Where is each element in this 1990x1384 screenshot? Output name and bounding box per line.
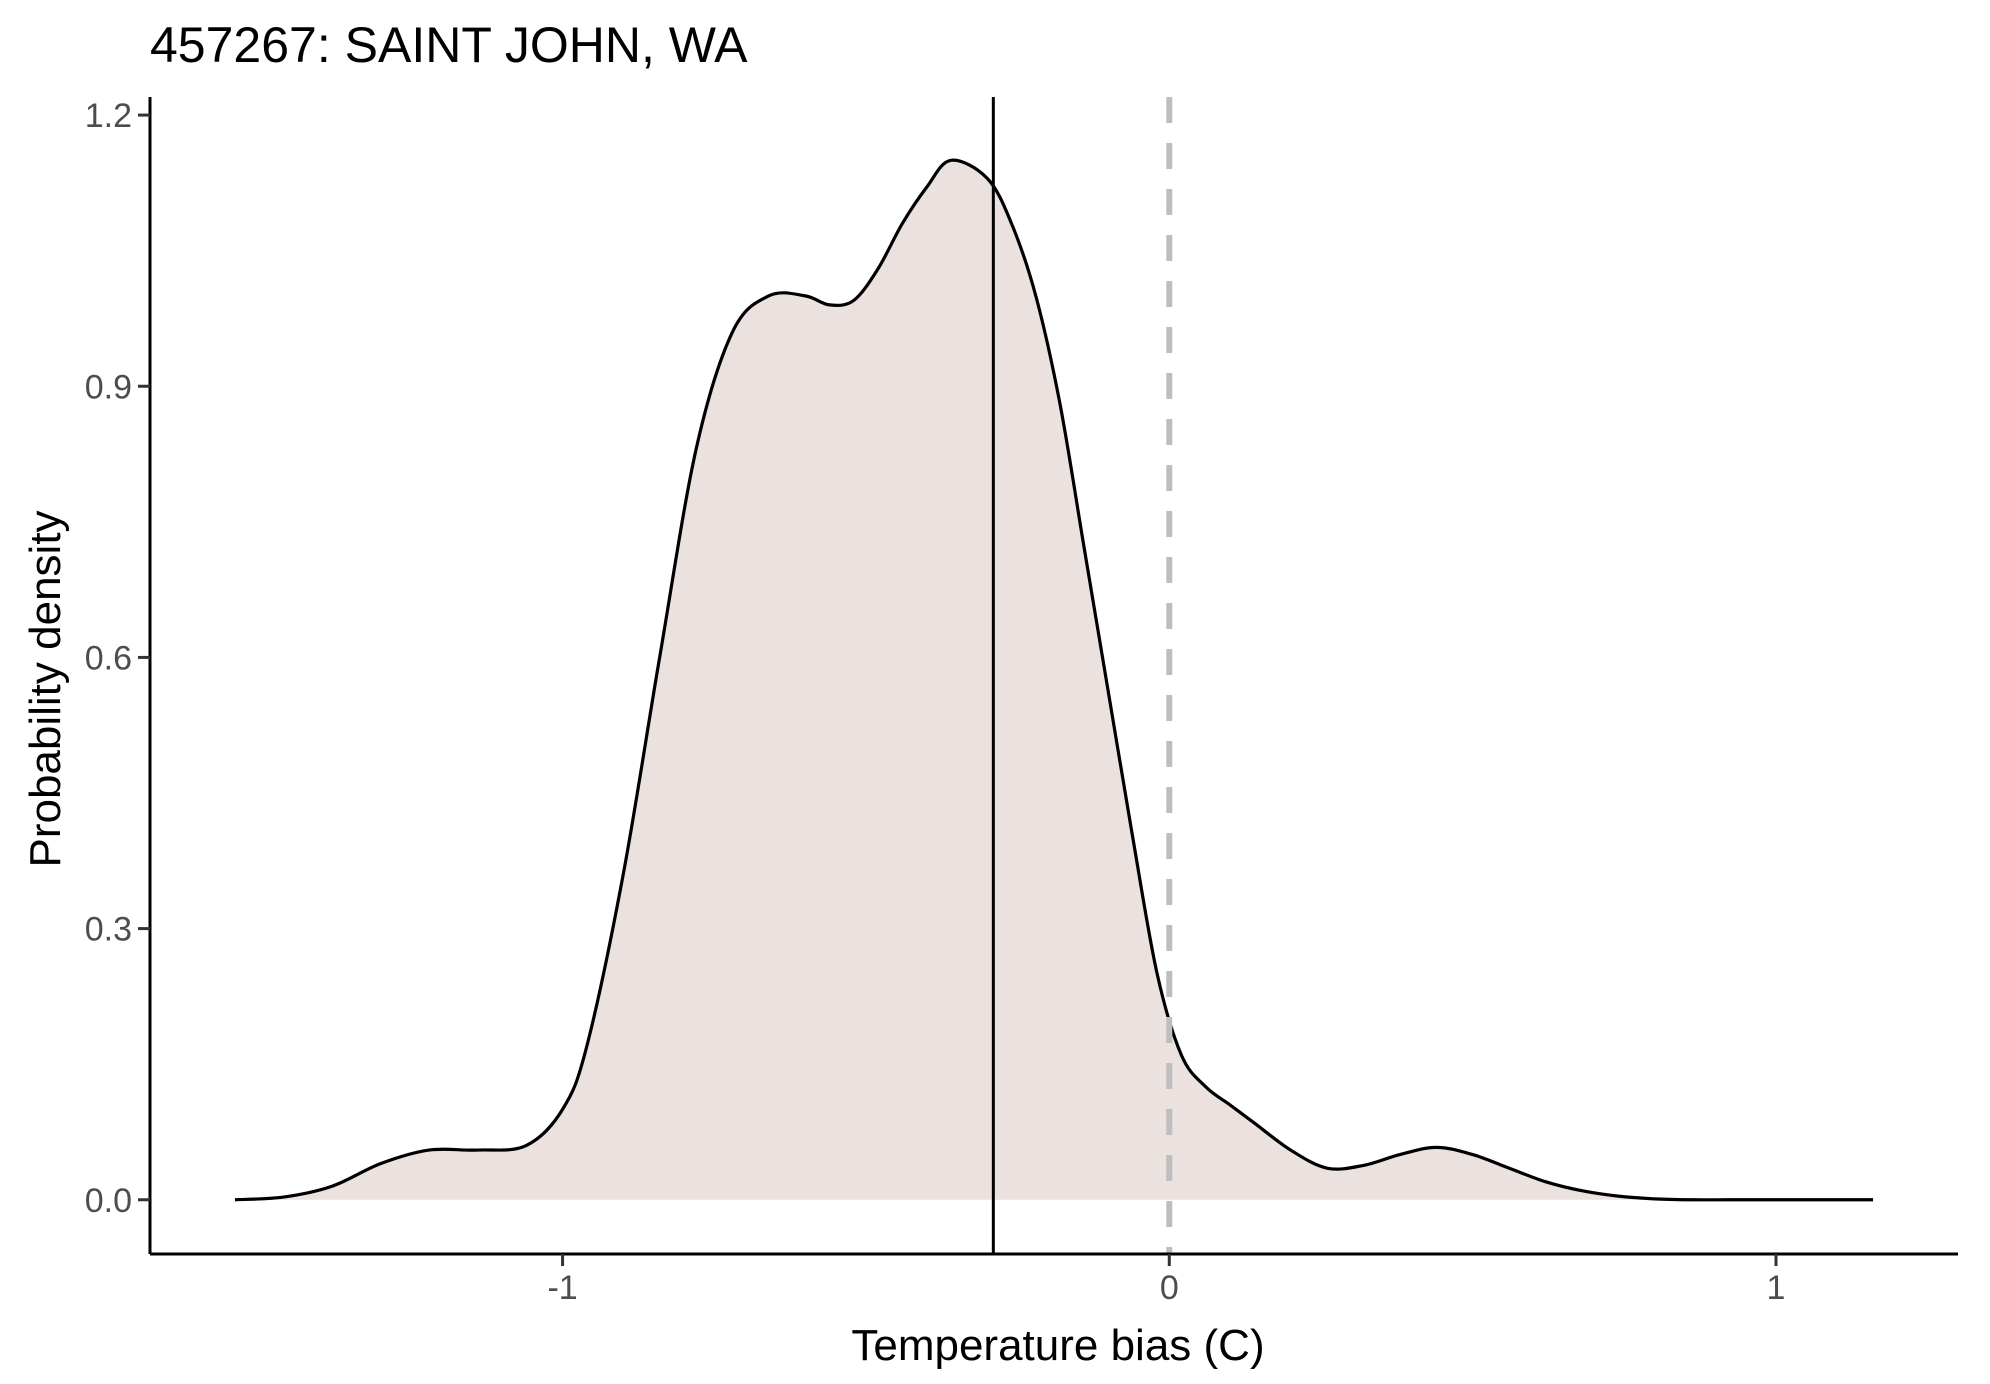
y-tick-label: 0.3 xyxy=(85,911,132,949)
y-tick-label: 1.2 xyxy=(85,97,132,135)
x-tick-label: 1 xyxy=(1767,1269,1786,1307)
x-axis-title: Temperature bias (C) xyxy=(851,1321,1264,1370)
y-tick-label: 0.0 xyxy=(85,1182,132,1220)
axes: -1 0 1 0.0 0.3 0.6 0.9 1.2 xyxy=(85,97,1958,1307)
y-tick-label: 0.9 xyxy=(85,368,132,406)
x-tick-label: 0 xyxy=(1160,1269,1179,1307)
density-area-fill xyxy=(234,160,1874,1200)
density-curve-line xyxy=(234,158,1874,1202)
y-axis-title: Probability density xyxy=(21,510,70,867)
x-tick-label: -1 xyxy=(547,1269,577,1307)
plot-area xyxy=(234,97,1874,1254)
y-tick-label: 0.6 xyxy=(85,639,132,677)
chart-title: 457267: SAINT JOHN, WA xyxy=(150,17,748,73)
